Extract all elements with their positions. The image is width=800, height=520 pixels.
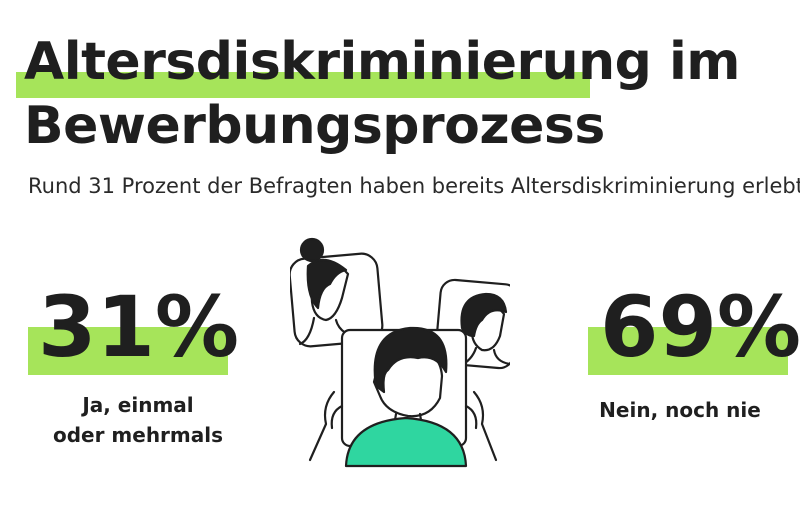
stat-no-label: Nein, noch nie	[599, 398, 761, 422]
stat-no-highlight	[588, 327, 788, 375]
title-highlighted-word: Altersdiskriminierung	[24, 32, 652, 92]
stat-yes-value: 31%	[38, 278, 240, 376]
page-title-line-2: Bewerbungsprozess	[24, 96, 605, 156]
title-highlight	[16, 72, 590, 98]
subtitle: Rund 31 Prozent der Befragten haben bere…	[28, 174, 800, 198]
title-rest: im	[668, 32, 741, 92]
stat-yes-highlight	[28, 327, 228, 375]
stat-yes-label-1: Ja, einmal	[82, 393, 194, 417]
stat-no-value: 69%	[600, 278, 800, 376]
video-call-people-icon	[290, 237, 510, 468]
page-title-line-1: Altersdiskriminierung im	[24, 32, 741, 92]
stat-yes-label-2: oder mehrmals	[52, 423, 224, 447]
